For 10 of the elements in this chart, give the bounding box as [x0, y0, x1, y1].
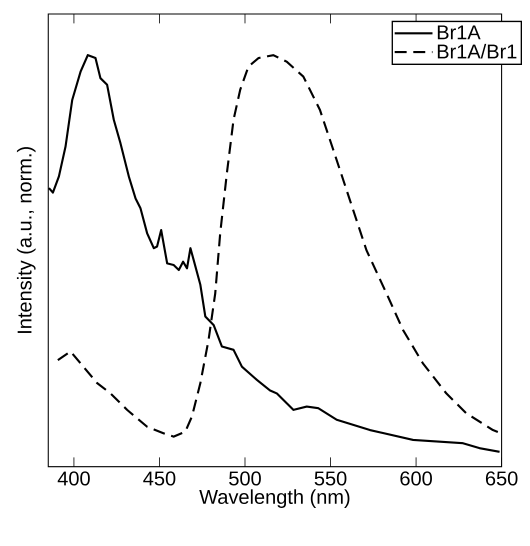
x-axis-title: Wavelength (nm)	[199, 489, 350, 508]
legend-label: Br1A	[438, 25, 481, 40]
x-tick-label: 600	[400, 471, 432, 486]
x-tick-label: 650	[486, 471, 518, 486]
y-axis-title: Intensity (a.u., norm.)	[16, 147, 36, 333]
x-tick-label: 500	[229, 471, 261, 486]
legend-label: Br1A/Br1	[438, 44, 516, 59]
x-tick-label: 550	[314, 471, 346, 486]
x-tick-label: 450	[143, 471, 176, 486]
x-tick-label: 400	[58, 471, 90, 486]
